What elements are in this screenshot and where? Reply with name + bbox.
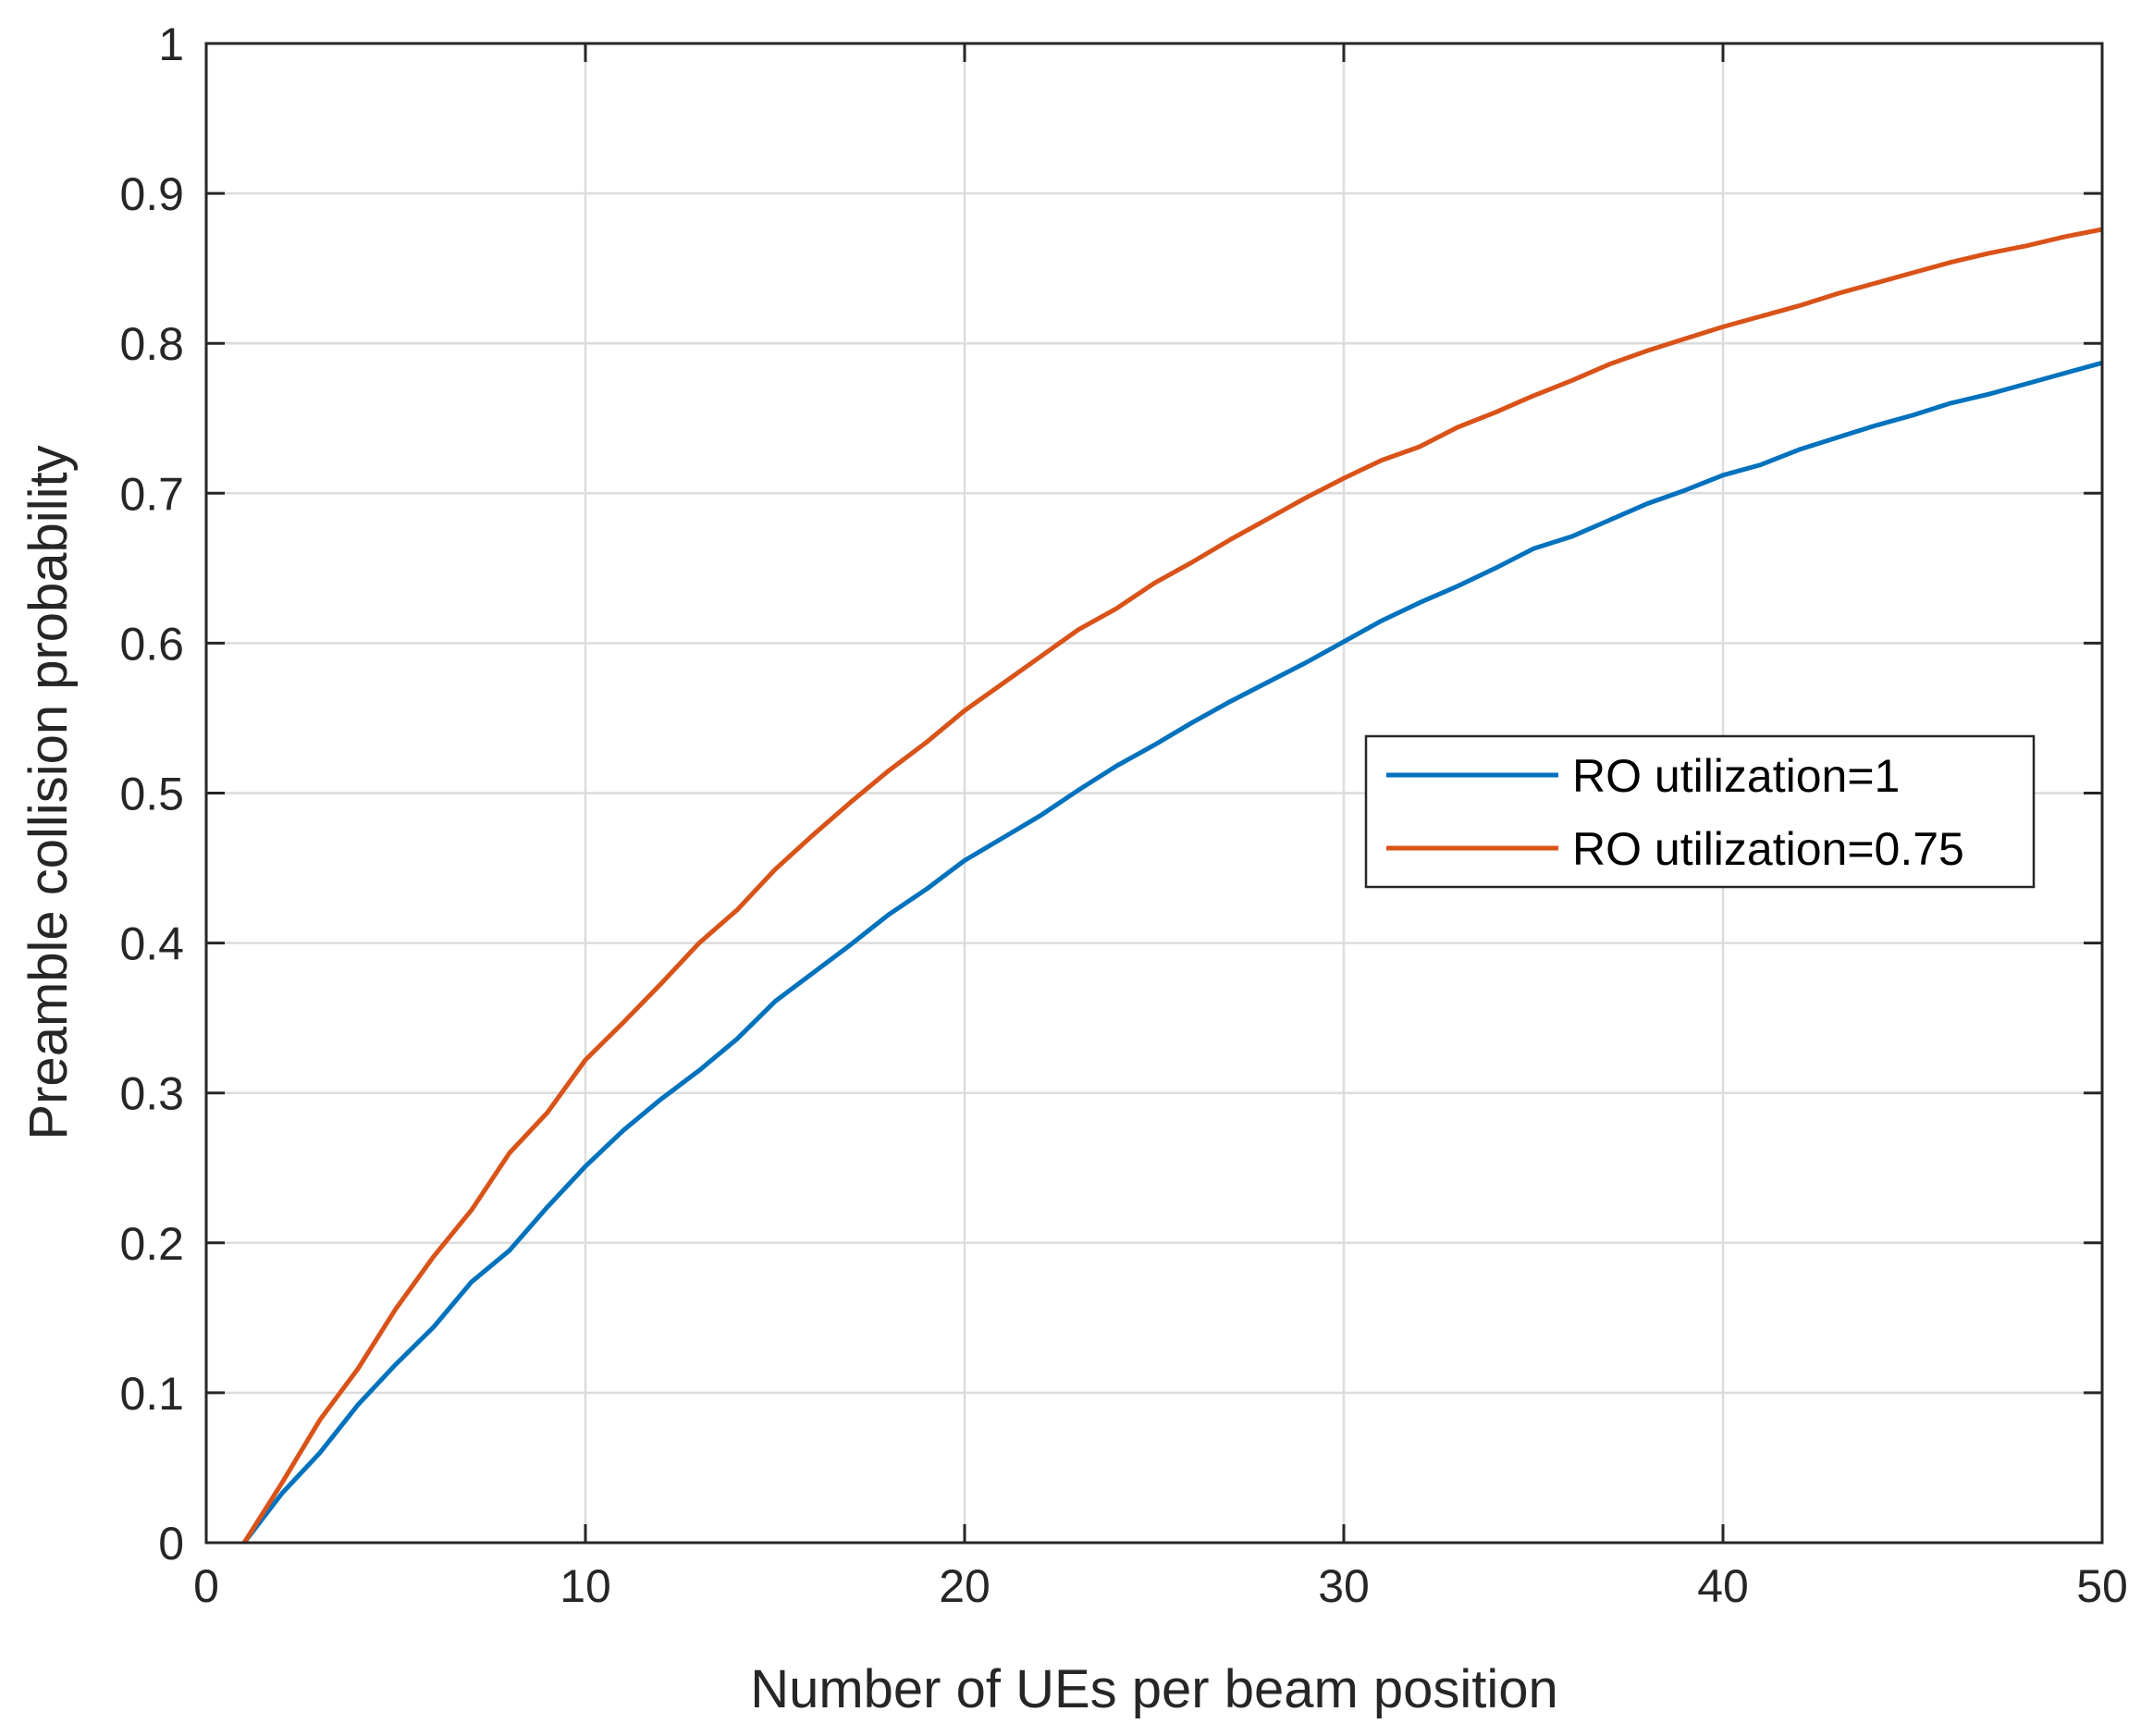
x-tick-label: 40 [1697,1560,1749,1612]
y-tick-label: 0.9 [119,168,184,220]
y-axis-label: Preamble collision probability [18,445,79,1139]
legend-box [1364,734,2036,889]
x-tick-label: 50 [2076,1560,2128,1612]
series-line-ro-utilization-1 [242,360,2103,1545]
y-tick-label: 0.7 [119,468,184,520]
axis-ticks [204,42,2104,1545]
x-tick-label: 30 [1318,1560,1370,1612]
y-tick-label: 1 [158,18,184,70]
x-tick-label: 0 [193,1560,219,1612]
legend-label-ro-utilization-1: RO utilization=1 [1572,750,1900,802]
y-tick-label: 0.5 [119,769,184,820]
x-axis-label: Number of UEs per beam position [750,1659,1558,1719]
x-tick-label: 10 [560,1560,611,1612]
y-tick-label: 0.6 [119,618,184,670]
y-tick-label: 0.3 [119,1068,184,1120]
y-tick-label: 0.2 [119,1218,184,1270]
series-lines [241,227,2103,1545]
legend: RO utilization=1 RO utilization=0.75 [1364,734,2036,889]
y-tick-label: 0 [158,1518,184,1570]
legend-label-ro-utilization-0-75: RO utilization=0.75 [1572,823,1964,875]
y-tick-labels: 0 0.1 0.2 0.3 0.4 0.5 0.6 0.7 0.8 0.9 1 [119,18,184,1570]
x-tick-labels: 0 10 20 30 40 50 [193,1560,2128,1612]
x-tick-label: 20 [939,1560,991,1612]
y-tick-label: 0.1 [119,1368,184,1420]
series-line-ro-utilization-0-75 [241,227,2103,1545]
y-tick-label: 0.4 [119,918,184,970]
y-tick-label: 0.8 [119,318,184,370]
